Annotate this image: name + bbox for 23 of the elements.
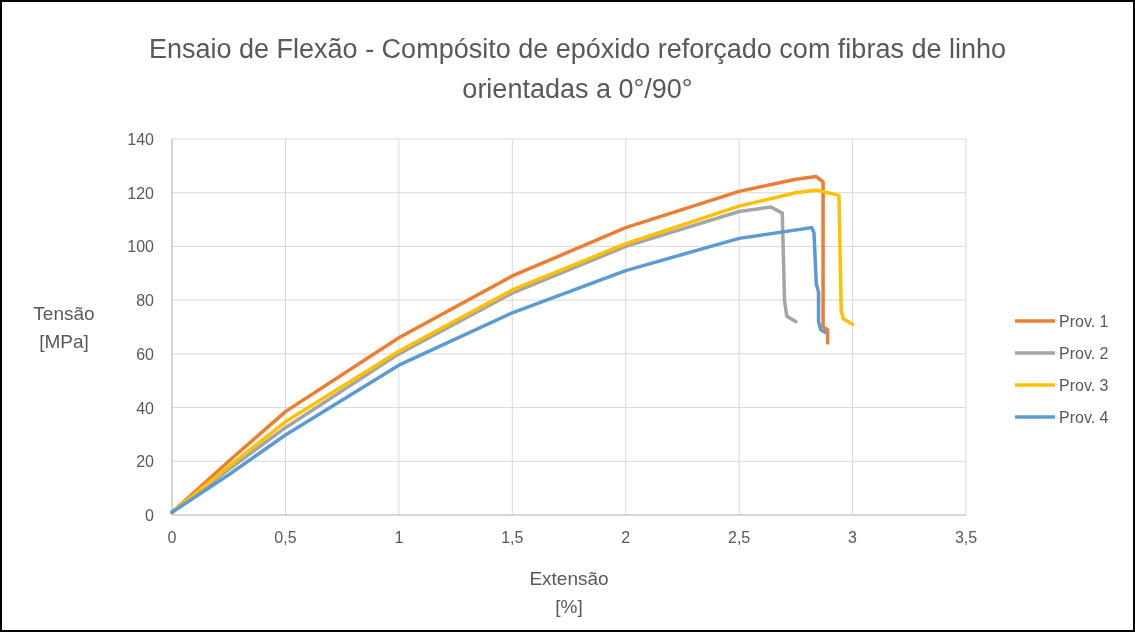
x-tick-label: 3 [848, 529, 858, 546]
y-axis-title: Tensão [MPa] [33, 303, 95, 352]
legend-label: Prov. 1 [1059, 313, 1109, 330]
x-tick-label: 2 [621, 529, 631, 546]
legend-label: Prov. 4 [1059, 409, 1109, 426]
y-tick-label: 0 [145, 507, 155, 524]
legend-label: Prov. 2 [1059, 345, 1109, 362]
legend-label: Prov. 3 [1059, 377, 1109, 394]
y-tick-label: 140 [127, 131, 155, 148]
y-tick-label: 120 [127, 184, 155, 202]
y-tick-label: 80 [136, 292, 155, 310]
x-tick-label: 0,5 [274, 529, 297, 546]
x-tick-label: 2,5 [728, 529, 751, 546]
x-tick-label: 1,5 [501, 529, 524, 546]
y-tick-label: 100 [127, 238, 155, 256]
x-axis-title: Extensão [%] [529, 568, 609, 617]
y-tick-label: 60 [136, 345, 155, 363]
x-tick-label: 0 [167, 529, 177, 546]
y-tick-label: 40 [136, 399, 155, 417]
x-tick-label: 3,5 [954, 529, 978, 546]
chart-title: Ensaio de Flexão - Compósito de epóxido reforçado com fibras de linho orientadas a 0°/90° [149, 34, 1006, 104]
y-tick-label: 20 [136, 453, 155, 471]
x-tick-label: 1 [394, 529, 404, 546]
